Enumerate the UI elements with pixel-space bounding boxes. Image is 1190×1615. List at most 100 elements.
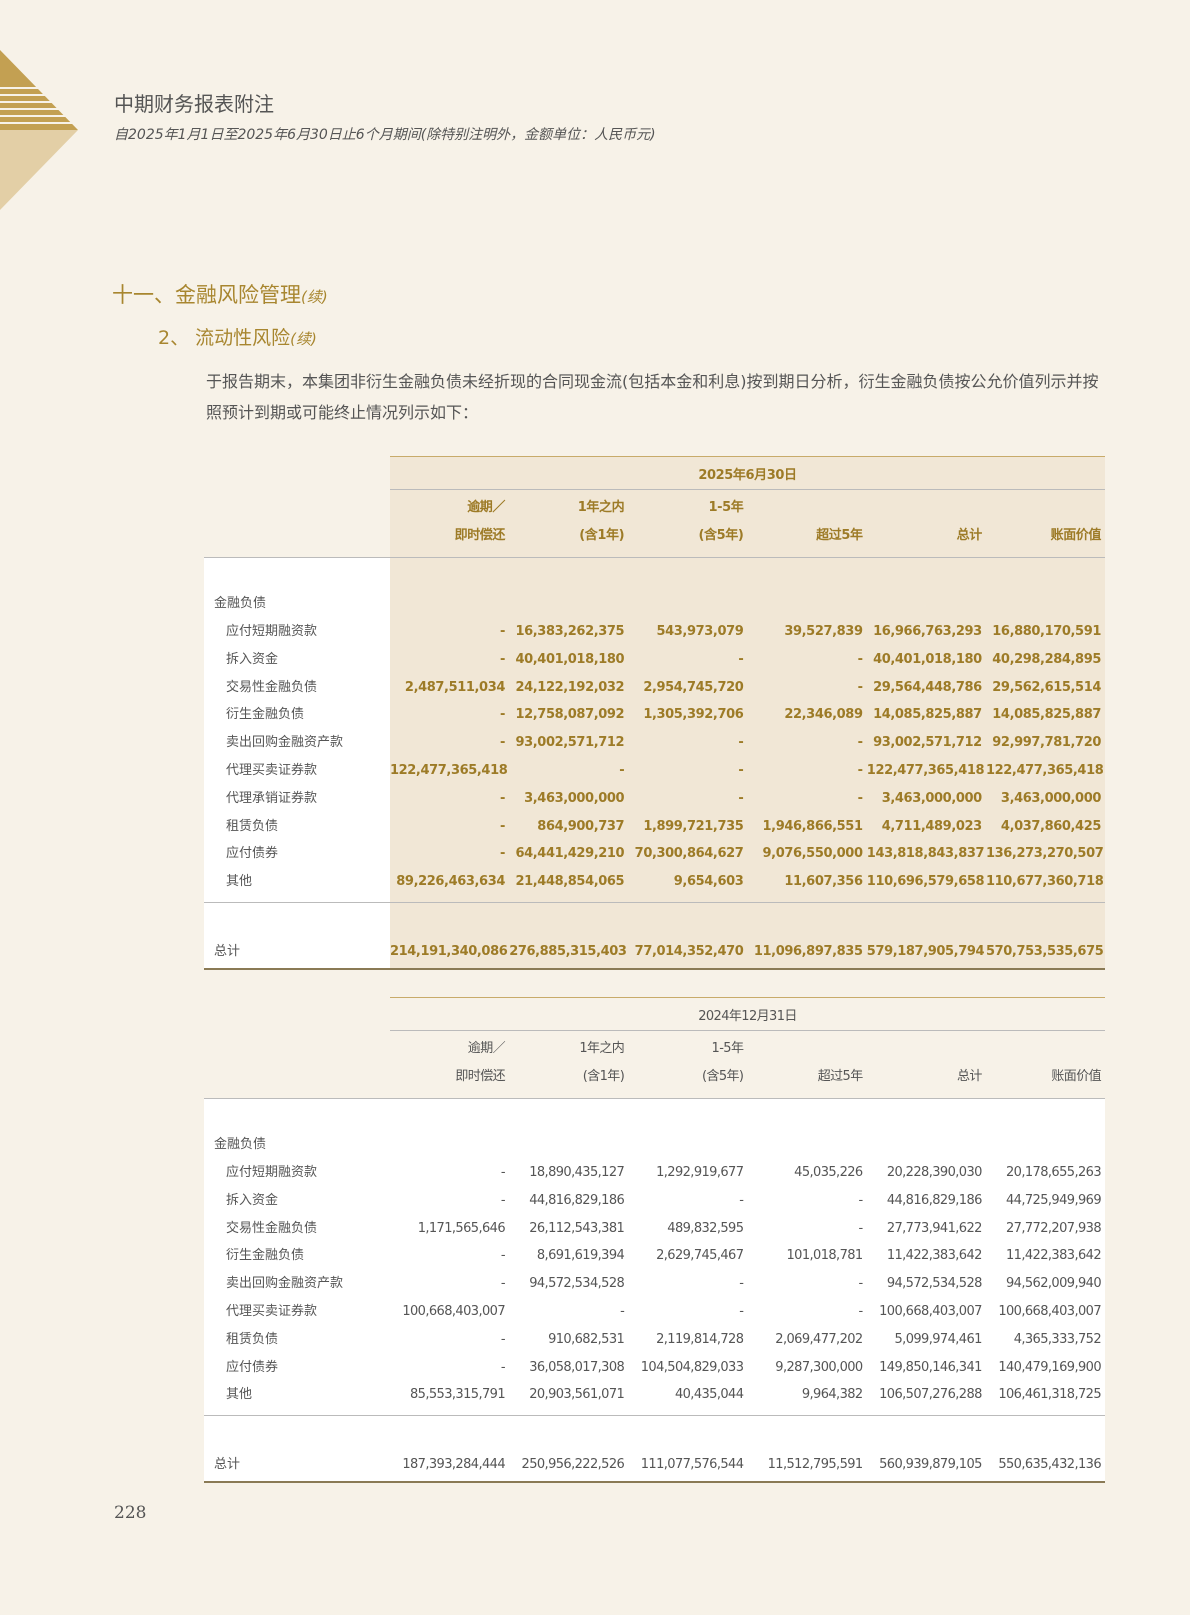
table-date: 2025年6月30日	[698, 468, 797, 483]
cell-value: 9,654,603	[673, 874, 744, 890]
cell-value: 94,572,534,528	[529, 1276, 625, 1292]
date-rule	[390, 1030, 1105, 1031]
column-header-line1: 1年之内	[579, 1041, 625, 1056]
cell-value: -	[500, 846, 505, 862]
header-band	[390, 456, 1105, 557]
cell-value: 18,890,435,127	[529, 1165, 625, 1180]
subsection-heading: 2、 流动性风险(续)	[158, 323, 317, 350]
cell-value: 143,818,843,837	[866, 846, 985, 862]
cell-value: 92,997,781,720	[992, 735, 1101, 751]
cell-value: 3,463,000,000	[881, 790, 982, 806]
total-row: 总计 214,191,340,086 276,885,315,403 77,014,3…	[204, 938, 1105, 966]
cell-value: -	[500, 735, 505, 751]
table-row: 代理买卖证券款 100,668,403,007- - -100,668,403,007…	[204, 1298, 1105, 1326]
table-row: 衍生金融负债 - 8,691,619,394 2,629,745,467 101,018…	[204, 1242, 1105, 1270]
cell-value: 106,507,276,288	[879, 1387, 982, 1403]
table-row: 其他 89,226,463,634 21,448,854,065 9,654,603 1…	[204, 868, 1105, 896]
cell-value: -	[620, 1304, 625, 1319]
body-rule	[204, 902, 1105, 903]
cell-value: -	[739, 1192, 744, 1208]
column-header-line2: 即时偿还	[454, 528, 506, 543]
cell-value: 44,816,829,186	[886, 1192, 983, 1208]
row-label: 代理承销证券款	[226, 790, 318, 806]
cell-value: 36,058,017,308	[529, 1359, 625, 1375]
date-rule	[390, 489, 1105, 490]
row-label: 应付短期融资款	[226, 1165, 318, 1180]
table-row: 应付债券 - 36,058,017,308 104,504,829,033 9,287,…	[204, 1354, 1105, 1382]
subsection-title: 2、 流动性风险	[158, 327, 291, 349]
table-row: 卖出回购金融资产款 - 94,572,534,528 - - 94,572,534,528…	[204, 1270, 1105, 1298]
cell-value: 20,228,390,030	[886, 1165, 983, 1180]
table-date: 2024年12月31日	[698, 1009, 797, 1024]
column-header-line1: 逾期／	[467, 1041, 506, 1056]
total-label: 总计	[214, 944, 241, 959]
cell-value: 20,178,655,263	[1006, 1165, 1102, 1180]
row-label: 应付债券	[226, 1359, 279, 1375]
row-label: 代理买卖证券款	[226, 1304, 318, 1319]
cell-value: 40,401,018,180	[873, 651, 982, 667]
column-header-line1: 逾期／	[467, 500, 505, 515]
page-number: 228	[114, 1503, 147, 1523]
cell-value: 4,365,333,752	[1013, 1331, 1102, 1347]
bottom-rule	[204, 1481, 1105, 1484]
cell-value: 94,572,534,528	[886, 1276, 983, 1292]
total-row: 总计 187,393,284,444 250,956,222,526 111,077,…	[204, 1451, 1105, 1479]
column-header-line2: 账面价值	[1050, 528, 1102, 543]
column-header-line2: 总计	[956, 1069, 982, 1084]
cell-value: 110,696,579,658	[866, 874, 985, 890]
cell-value: 44,816,829,186	[529, 1192, 625, 1208]
cell-value: -	[858, 1220, 864, 1236]
cell-value: 29,564,448,786	[873, 679, 982, 695]
section-heading: 十一、金融风险管理(续)	[112, 279, 328, 309]
table-row: 其他 85,553,315,791 20,903,561,071 40,435,044…	[204, 1381, 1105, 1409]
cell-value: 2,487,511,034	[404, 679, 505, 695]
cell-value: 94,562,009,940	[1006, 1276, 1102, 1292]
column-header-line2: (含5年)	[701, 1069, 744, 1084]
cell-value: -	[500, 707, 505, 723]
cell-value: 122,477,365,418	[866, 763, 985, 778]
cell-value: 22,346,089	[784, 707, 863, 723]
row-label: 其他	[226, 1387, 253, 1403]
cell-value: 29,562,615,514	[992, 679, 1101, 695]
table-row: 交易性金融负债 1,171,565,646 26,112,543,381 489,83…	[204, 1215, 1105, 1243]
cell-value: 3,463,000,000	[524, 790, 625, 806]
row-label: 租赁负债	[226, 1331, 279, 1347]
total-value: 77,014,352,470	[634, 944, 744, 959]
group-label: 金融负债	[214, 596, 267, 611]
cell-value: 9,076,550,000	[762, 846, 863, 862]
column-header-line1: 1-5年	[711, 1041, 744, 1056]
section-continued: (续)	[301, 288, 328, 306]
total-value: 560,939,879,105	[879, 1457, 982, 1473]
total-value: 276,885,315,403	[509, 944, 627, 959]
cell-value: 64,441,429,210	[515, 846, 625, 862]
group-label-row: 金融负债	[204, 590, 1105, 618]
cell-value: 104,504,829,033	[640, 1359, 744, 1375]
table-row: 拆入资金 - 44,816,829,186 - - 44,816,829,186 44,72…	[204, 1187, 1105, 1215]
cell-value: 140,479,169,900	[998, 1359, 1101, 1375]
cell-value: 12,758,087,092	[515, 707, 625, 723]
label-band	[204, 557, 390, 968]
cell-value: -	[858, 1304, 864, 1319]
table-row: 交易性金融负债 2,487,511,034 24,122,192,032 2,954,…	[204, 674, 1105, 702]
cell-value: 543,973,079	[656, 624, 744, 639]
cell-value: 1,305,392,706	[643, 707, 744, 723]
table-row: 应付短期融资款 - 18,890,435,127 1,292,919,677 45,03…	[204, 1159, 1105, 1187]
corner-decoration	[0, 50, 80, 210]
header-rule	[204, 557, 1105, 558]
cell-value: -	[500, 790, 505, 806]
cell-value: -	[500, 1359, 506, 1375]
body-band	[390, 557, 1105, 968]
row-label: 其他	[226, 874, 253, 890]
cell-value: 16,383,262,375	[515, 624, 625, 639]
body-rule	[204, 1415, 1105, 1417]
cell-value: 27,772,207,938	[1006, 1220, 1102, 1236]
cell-value: -	[500, 818, 505, 834]
column-header-line1: 1-5年	[708, 500, 744, 515]
column-header-line1: 1年之内	[577, 500, 625, 515]
cell-value: -	[738, 763, 744, 778]
cell-value: 122,477,365,418	[390, 763, 508, 778]
cell-value: 910,682,531	[548, 1331, 625, 1347]
cell-value: -	[857, 679, 863, 695]
cell-value: 40,298,284,895	[992, 651, 1101, 667]
cell-value: 85,553,315,791	[410, 1387, 506, 1403]
